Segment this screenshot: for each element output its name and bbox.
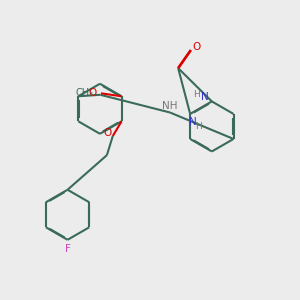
Text: N: N (201, 92, 208, 102)
Text: O: O (193, 42, 201, 52)
Text: H: H (193, 90, 200, 99)
Text: F: F (64, 244, 70, 254)
Text: CH₃: CH₃ (76, 88, 94, 98)
Text: O: O (88, 88, 97, 98)
Text: O: O (103, 128, 111, 138)
Text: N: N (189, 117, 197, 127)
Text: NH: NH (162, 101, 178, 111)
Text: H: H (196, 122, 202, 131)
